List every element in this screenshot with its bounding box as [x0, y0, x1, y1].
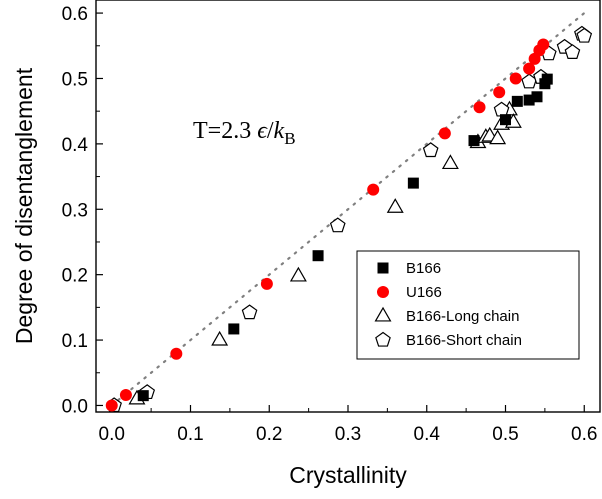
point-b166-short-chain — [422, 142, 439, 158]
annotation-subscript: B — [284, 129, 295, 148]
y-tick-label: 0.2 — [62, 266, 88, 287]
point-u166 — [438, 127, 451, 140]
y-tick-label: 0.6 — [62, 4, 88, 25]
point-u166 — [367, 183, 380, 196]
point-b166-long-chain — [441, 154, 459, 170]
x-tick-label: 0.1 — [177, 424, 203, 445]
point-b166-short-chain — [576, 27, 593, 43]
legend-label-u166: U166 — [406, 284, 442, 301]
temperature-annotation: T=2.3 ϵ/kB — [193, 118, 296, 148]
annotation-prefix: T=2.3 — [193, 118, 257, 144]
point-b166-long-chain — [489, 129, 507, 145]
y-tick-label: 0.1 — [62, 331, 88, 352]
reference-line-layer — [110, 11, 586, 407]
x-tick-label: 0.2 — [256, 424, 282, 445]
legend-label-b166: B166 — [406, 260, 441, 277]
legend-marker-u166 — [377, 286, 389, 298]
legend: B166 U166 B166-Long chain B166-Short chain — [356, 250, 580, 360]
legend-marker-b166-long-chain — [374, 306, 392, 322]
point-u166 — [493, 86, 506, 99]
point-b166 — [312, 250, 324, 262]
legend-marker-b166-short-chain — [375, 331, 391, 347]
point-b166 — [137, 390, 149, 402]
point-u166 — [170, 347, 183, 360]
point-u166 — [119, 388, 132, 401]
legend-items: B166 U166 B166-Long chain B166-Short chain — [374, 260, 522, 349]
point-u166 — [260, 277, 273, 290]
x-axis-title: Crystallinity — [289, 462, 407, 488]
data-points — [105, 25, 593, 413]
point-b166 — [523, 94, 535, 106]
point-b166 — [407, 177, 419, 189]
y-tick-label: 0.3 — [62, 200, 88, 221]
y-tick-label: 0.4 — [62, 135, 89, 156]
point-b166 — [541, 73, 553, 85]
point-b166 — [531, 91, 543, 103]
legend-label-b166-short-chain: B166-Short chain — [406, 332, 522, 349]
y-tick-label: 0.5 — [62, 69, 88, 90]
x-tick-label: 0.0 — [99, 424, 125, 445]
point-u166 — [523, 62, 536, 75]
legend-box — [356, 250, 580, 360]
axis-ticks: 0.0 0.1 0.2 0.3 0.4 0.5 0.6 0.0 0.1 0.2 0.3 0.4 0.5 0… — [62, 4, 598, 445]
x-tick-label: 0.5 — [492, 424, 518, 445]
point-b166-short-chain — [564, 44, 581, 59]
x-tick-label: 0.3 — [335, 424, 361, 445]
point-b166 — [511, 95, 523, 107]
point-u166 — [473, 101, 486, 114]
annotation-slash: / — [267, 118, 274, 144]
point-b166-long-chain — [211, 330, 229, 346]
x-tick-label: 0.4 — [414, 424, 441, 445]
legend-marker-b166 — [377, 262, 389, 274]
point-b166-long-chain — [386, 198, 404, 213]
point-b166-short-chain — [241, 304, 258, 320]
point-b166-short-chain — [329, 217, 346, 233]
point-b166 — [500, 114, 511, 126]
y-axis-title: Degree of disentanglement — [11, 67, 37, 344]
reference-line — [110, 11, 586, 407]
annotation-epsilon: ϵ — [257, 118, 268, 144]
point-b166 — [228, 323, 240, 335]
point-u166 — [537, 38, 550, 51]
annotation-k: k — [274, 118, 285, 144]
point-u166 — [509, 72, 522, 85]
point-u166 — [105, 399, 118, 412]
x-tick-label: 0.6 — [571, 424, 597, 445]
point-b166-short-chain — [493, 101, 510, 117]
point-b166-long-chain — [289, 266, 307, 282]
legend-label-b166-long-chain: B166-Long chain — [406, 308, 519, 325]
point-b166 — [468, 135, 480, 147]
y-tick-label: 0.0 — [62, 396, 88, 417]
